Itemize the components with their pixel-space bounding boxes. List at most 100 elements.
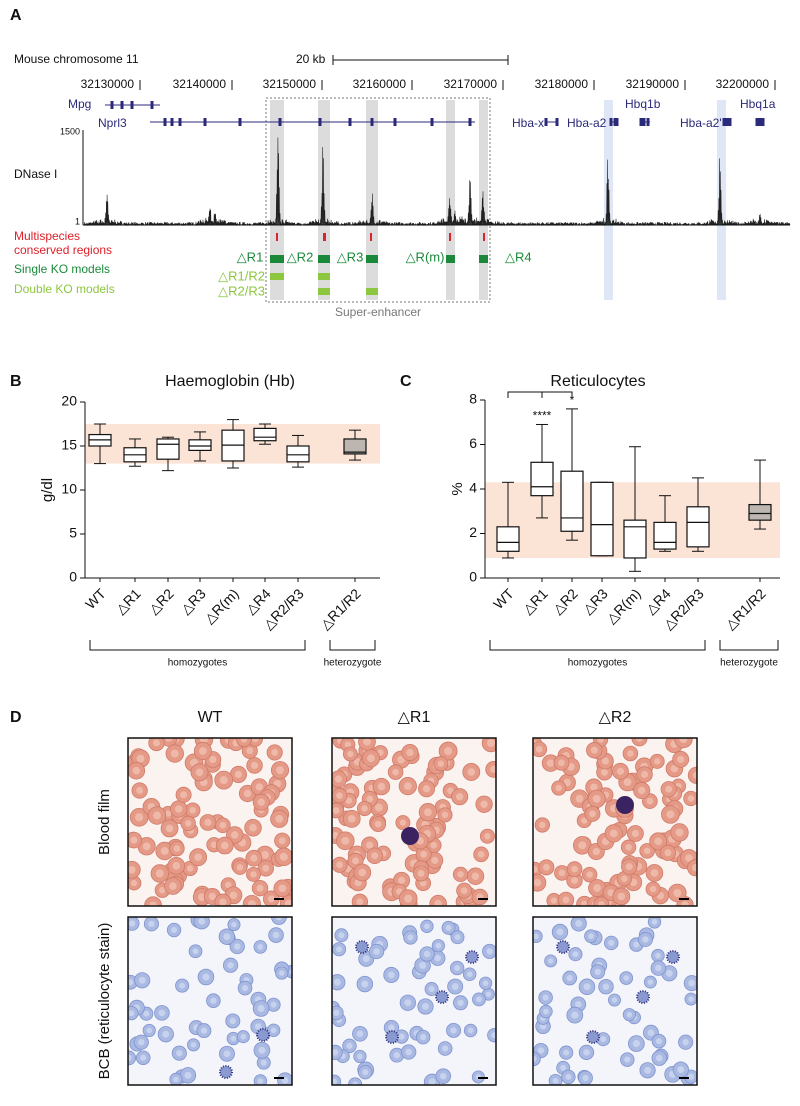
cell-center [366, 841, 374, 849]
cell-center [143, 1010, 150, 1017]
cell-center [190, 1042, 197, 1048]
cell-center [601, 757, 609, 765]
box [496, 526, 520, 552]
gene-exon [761, 118, 765, 126]
cell-center [422, 785, 431, 793]
cell-center [392, 768, 399, 776]
cell-center [128, 865, 136, 874]
micrograph-frame [127, 737, 293, 907]
cell-center [575, 920, 583, 927]
cell-center [583, 1049, 590, 1056]
cell-center [681, 901, 689, 906]
cell-center [692, 771, 697, 779]
coordinate-label: 32200000 [716, 77, 770, 91]
cell-center [625, 843, 632, 851]
column-label: WT [198, 709, 223, 726]
cell-center [173, 845, 181, 852]
gene-exon [555, 118, 559, 126]
gene-exon [728, 118, 732, 126]
reticulocyte [586, 1030, 600, 1044]
cell-center [276, 766, 284, 775]
cell-center [153, 811, 161, 820]
panel-label: B [10, 373, 22, 390]
cell-center [550, 897, 558, 904]
cell-center [257, 944, 264, 950]
cell-center [420, 850, 428, 858]
row-label: BCB (reticulocyte stain) [96, 923, 113, 1080]
box [188, 439, 212, 451]
cell-center [219, 898, 227, 906]
cell-center [552, 1077, 559, 1084]
cell-center [246, 747, 254, 755]
cell-center [688, 1073, 695, 1080]
cell-center [200, 1027, 208, 1034]
cell-center [345, 797, 353, 804]
cell-center [597, 738, 604, 743]
cell-center [621, 875, 628, 882]
cell-center [128, 1054, 132, 1062]
cell-center [592, 794, 601, 803]
group-bracket [719, 640, 779, 651]
y-tick-label: 8 [469, 391, 477, 407]
cell-center [332, 807, 340, 814]
cell-center [460, 887, 468, 894]
cell-center [533, 1055, 537, 1062]
coordinate-label: 32150000 [263, 77, 317, 91]
cell-center [374, 820, 382, 828]
gene-exon [613, 118, 617, 126]
cell-center [609, 829, 618, 838]
cell-center [556, 928, 564, 936]
cell-center [655, 964, 662, 972]
gene-exon [110, 101, 114, 109]
gene-exon [642, 118, 646, 126]
cell-center [361, 980, 369, 988]
cell-center [434, 954, 441, 962]
track-min: 1 [75, 216, 80, 226]
cell-center [336, 861, 344, 869]
cell-center [574, 1000, 582, 1008]
gene-exon [120, 101, 124, 109]
gene-exon [393, 118, 397, 126]
cell-center [563, 1049, 570, 1056]
cell-center [467, 1027, 474, 1034]
cell-center [250, 854, 258, 862]
x-tick-label: WT [82, 585, 109, 612]
cell-center [430, 842, 438, 849]
cell-center [202, 973, 210, 981]
cell-center [256, 884, 264, 892]
double-ko-label: △R1/R2 [218, 268, 265, 283]
cell-center [486, 948, 493, 955]
cell-center [581, 817, 588, 824]
cell-center [650, 869, 659, 877]
cell-center [677, 1066, 685, 1074]
chart-title: Haemoglobin (Hb) [165, 373, 295, 390]
cell-center [593, 884, 601, 892]
scale-label: 20 kb [296, 52, 326, 66]
cell-center [279, 852, 288, 861]
significance-label: **** [533, 409, 552, 423]
cells [332, 738, 496, 906]
cell-center [688, 979, 696, 987]
cell-center [407, 934, 414, 941]
gene-exon [163, 118, 167, 126]
cell-center [250, 871, 257, 878]
x-tick-label: △R2 [145, 585, 177, 617]
cell-center [403, 782, 412, 791]
cell-center [399, 819, 407, 826]
cell-center [393, 1052, 400, 1059]
x-tick-label: △R(m) [603, 585, 644, 626]
cell-center [271, 748, 279, 756]
cell-center [419, 961, 427, 969]
cell-center [251, 738, 259, 743]
cells [533, 738, 697, 906]
cell-center [356, 898, 364, 906]
gene-exon [722, 118, 726, 126]
cell-center [158, 1009, 166, 1017]
cell-center [254, 1023, 262, 1030]
cell-center [404, 894, 413, 903]
group-label: homozygotes [568, 658, 627, 669]
micrograph [532, 916, 698, 1086]
cell-center [186, 865, 194, 872]
single-ko-bars [270, 255, 488, 263]
cell-center [334, 775, 343, 783]
